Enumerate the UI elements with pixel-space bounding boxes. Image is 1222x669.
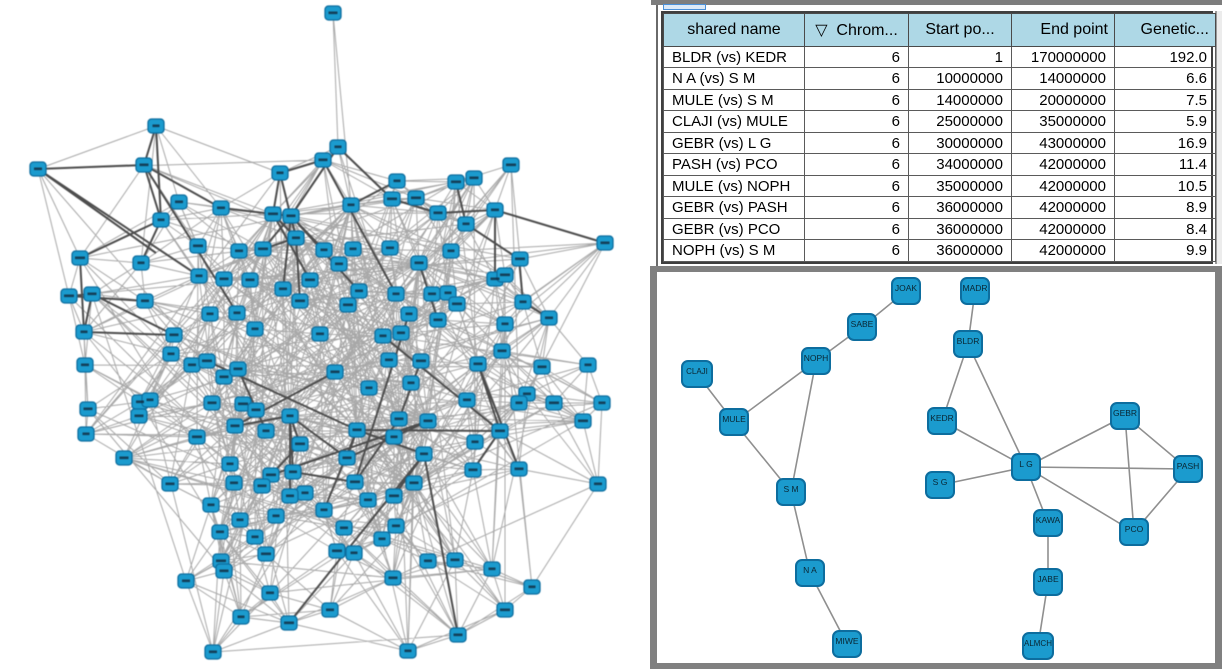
svg-text:MIWE: MIWE: [835, 636, 858, 646]
svg-text:L G: L G: [1019, 459, 1032, 469]
svg-text:N A: N A: [803, 565, 817, 575]
svg-text:NOPH: NOPH: [804, 353, 829, 363]
svg-text:JABE: JABE: [1037, 574, 1059, 584]
svg-text:MADR: MADR: [962, 283, 987, 293]
svg-text:SABE: SABE: [851, 319, 874, 329]
svg-text:MULE: MULE: [722, 414, 746, 424]
svg-text:CLAJI: CLAJI: [686, 367, 708, 376]
svg-text:PASH: PASH: [1177, 461, 1200, 471]
svg-text:KEDR: KEDR: [930, 413, 954, 423]
svg-text:PCO: PCO: [1125, 524, 1144, 534]
svg-text:KAWA: KAWA: [1036, 515, 1061, 525]
svg-text:S G: S G: [933, 477, 948, 487]
svg-text:GEBR: GEBR: [1113, 408, 1137, 418]
svg-text:ALMCH: ALMCH: [1024, 639, 1052, 648]
svg-text:S M: S M: [783, 484, 798, 494]
svg-text:BLDR: BLDR: [957, 336, 980, 346]
svg-text:JOAK: JOAK: [895, 283, 918, 293]
